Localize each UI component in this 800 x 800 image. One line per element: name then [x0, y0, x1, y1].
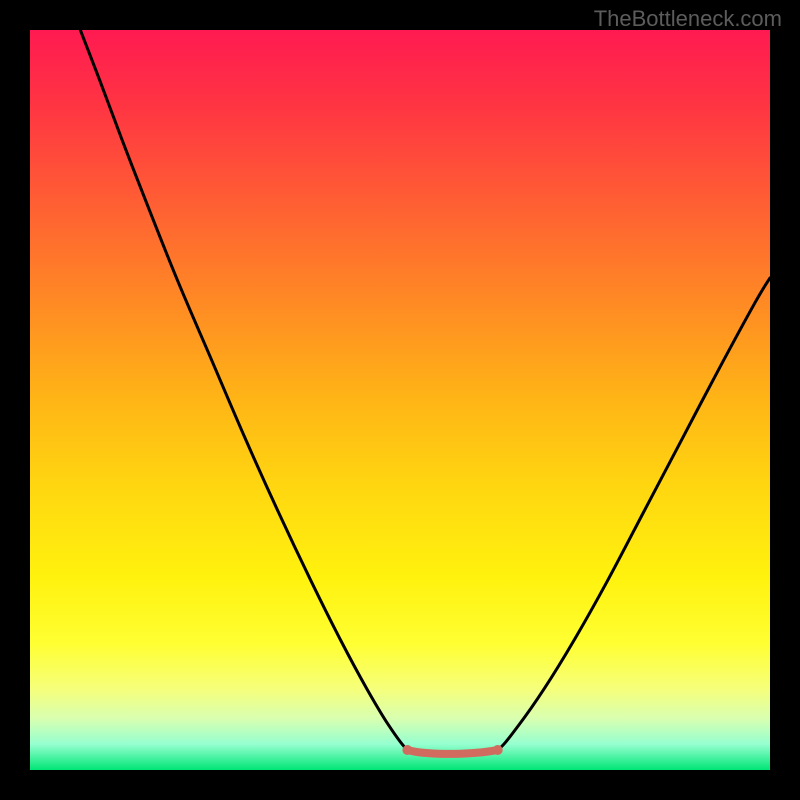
watermark-text: TheBottleneck.com — [594, 6, 782, 32]
chart-curve-layer — [30, 30, 770, 770]
optimal-range-end-dot — [493, 745, 503, 755]
optimal-range-highlight — [407, 750, 497, 754]
optimal-range-start-dot — [402, 745, 412, 755]
chart-plot-area — [30, 30, 770, 770]
bottleneck-curve — [80, 30, 770, 754]
